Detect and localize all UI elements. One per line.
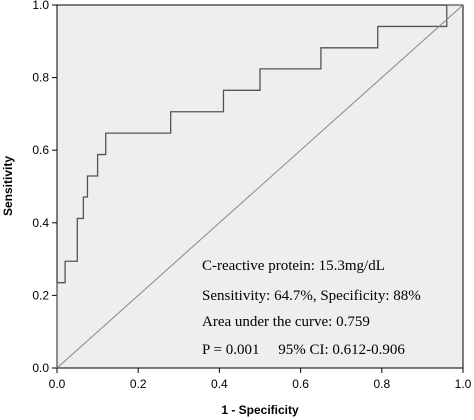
x-tick-label: 0.2 [130,377,147,391]
annotation-line-2: Sensitivity: 64.7%, Specificity: 88% [202,288,421,304]
y-axis: 0.0 0.2 0.4 0.6 0.8 1.0 [32,0,57,375]
x-tick-label: 0.4 [211,377,228,391]
y-tick-label: 0.2 [32,288,49,302]
x-axis-title: 1 - Specificity [221,403,299,417]
roc-curve-line [56,4,463,368]
annotation-line-3: Area under the curve: 0.759 [202,314,370,330]
series-layer [56,4,464,369]
x-axis: 0.0 0.2 0.4 0.6 0.8 1.0 [49,368,472,391]
reference-diagonal-line [56,4,464,369]
y-tick-label: 0.8 [32,71,49,85]
y-tick-label: 0.4 [32,216,49,230]
y-tick-label: 0.0 [32,361,49,375]
y-tick-label: 0.6 [32,143,49,157]
x-tick-label: 0.6 [292,377,309,391]
x-tick-label: 1.0 [455,377,472,391]
annotation-line-1: C-reactive protein: 15.3mg/dL [202,258,385,274]
x-tick-label: 0.0 [49,377,66,391]
annotation-line-4: P = 0.001 95% CI: 0.612-0.906 [202,342,405,358]
y-tick-label: 1.0 [32,0,49,12]
x-tick-label: 0.8 [373,377,390,391]
y-axis-title: Sensitivity [1,156,15,216]
